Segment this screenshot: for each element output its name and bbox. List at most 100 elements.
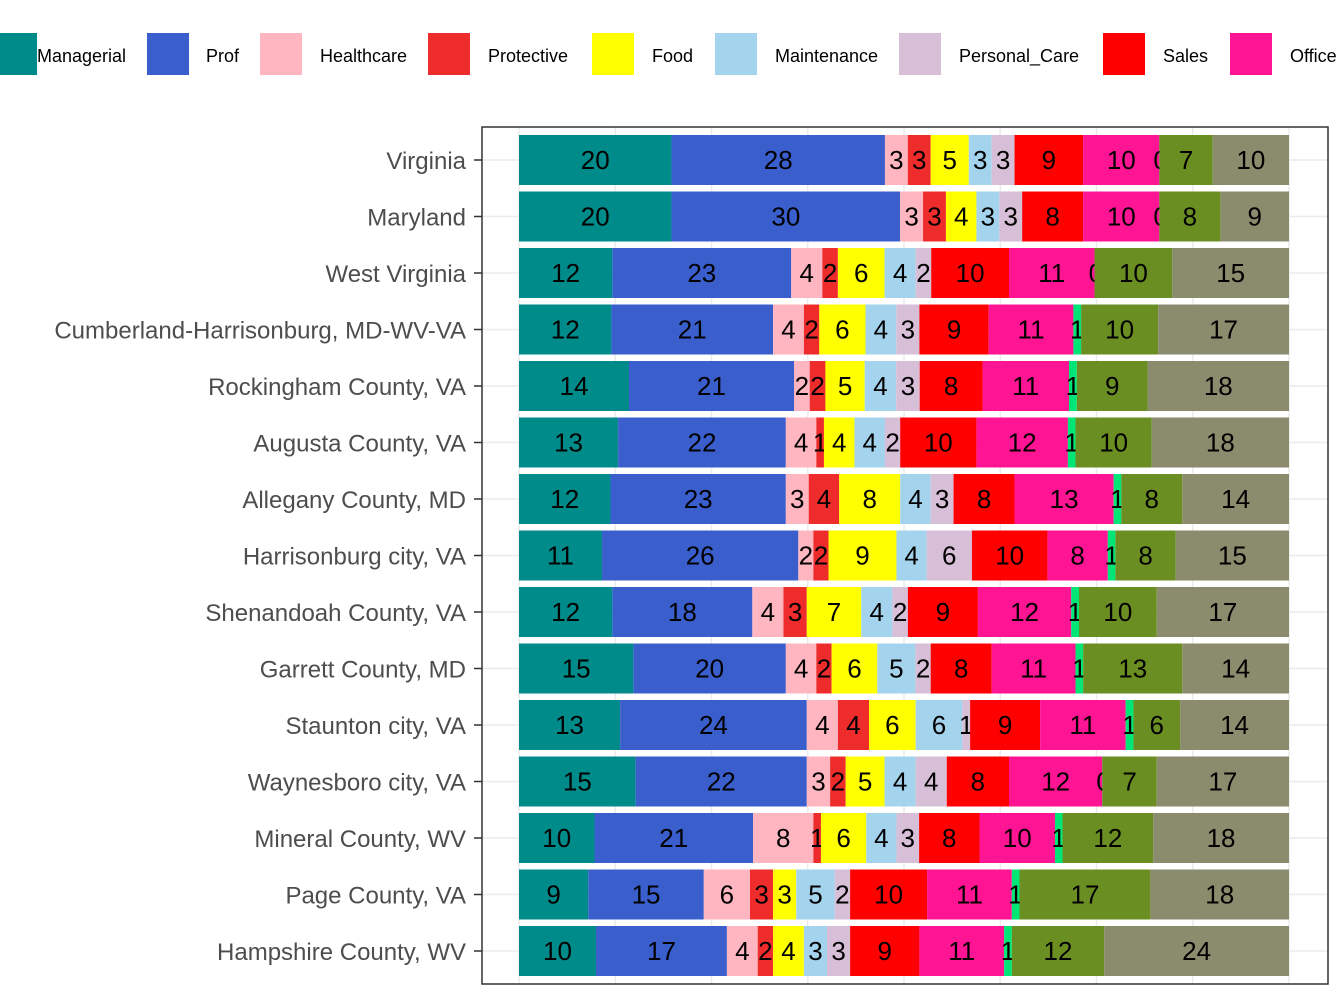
bar-segment <box>798 530 814 581</box>
bar-row: 15 20 4 2 6 5 2 8 11 1 13 14 <box>519 643 1289 694</box>
y-axis: Virginia Maryland West Virginia Cumberland-… <box>54 148 482 966</box>
bar-segment <box>1107 530 1116 581</box>
legend-label: Prof <box>206 46 240 66</box>
bar-segment <box>803 926 827 976</box>
data-label: 12 <box>550 484 579 514</box>
data-label: 14 <box>1220 710 1249 740</box>
bar-segment <box>753 813 814 863</box>
bar-segment <box>1094 248 1173 298</box>
data-label: 3 <box>904 202 918 232</box>
data-label: 2 <box>885 428 899 458</box>
bar-row: 10 17 4 2 4 3 3 9 11 1 12 24 <box>519 926 1289 976</box>
data-label: 15 <box>632 880 661 910</box>
data-label: 10 <box>1003 823 1032 853</box>
bar-segment <box>884 135 908 185</box>
legend-swatch <box>1103 33 1145 75</box>
data-label: 17 <box>647 936 676 966</box>
bar-segment <box>1125 700 1134 750</box>
bar-segment <box>1071 587 1079 637</box>
data-label: 11 <box>948 936 975 966</box>
legend-label: Managerial <box>37 46 126 66</box>
data-label: 20 <box>581 202 610 232</box>
bar-segment <box>968 135 992 185</box>
bar-segment <box>834 869 851 920</box>
data-label: 17 <box>1208 597 1237 627</box>
data-label: 8 <box>1145 484 1159 514</box>
bar-segment <box>1062 813 1154 863</box>
legend-swatch <box>1230 33 1272 75</box>
bar-segment <box>519 530 603 581</box>
data-label: 15 <box>1218 541 1247 571</box>
data-label: 3 <box>811 767 825 797</box>
bar-segment <box>861 587 893 637</box>
data-label: 10 <box>542 823 571 853</box>
bar-segment <box>1182 643 1289 694</box>
data-label: 30 <box>771 202 800 232</box>
data-label: 5 <box>808 880 822 910</box>
bar-segment <box>1159 191 1221 242</box>
bar-segment <box>1159 135 1213 185</box>
data-label: 15 <box>563 767 592 797</box>
data-label: 1 <box>1072 654 1086 684</box>
data-label: 8 <box>944 371 958 401</box>
data-label: 20 <box>581 145 610 175</box>
data-label: 5 <box>889 654 903 684</box>
data-label: 15 <box>1216 258 1245 288</box>
data-label: 10 <box>1105 315 1134 345</box>
bar-segment <box>1147 361 1289 411</box>
bar-segment <box>1180 700 1289 750</box>
data-label: 1 <box>1110 484 1124 514</box>
bar-segment <box>813 530 829 581</box>
bar-segment <box>854 417 885 468</box>
data-label: 2 <box>893 597 907 627</box>
bar-row: 13 24 4 4 6 6 1 9 11 1 6 14 <box>519 700 1289 750</box>
bar-segment <box>1009 248 1095 298</box>
data-label: 4 <box>874 315 888 345</box>
bar-segment <box>1040 700 1126 750</box>
bar-segment <box>1156 756 1289 807</box>
bar-segment <box>884 248 916 298</box>
bar-segment <box>864 361 897 411</box>
data-label: 11 <box>547 541 574 571</box>
data-label: 1 <box>810 823 824 853</box>
bar-segment <box>1075 417 1152 468</box>
data-label: 10 <box>874 880 903 910</box>
data-label: 24 <box>1182 936 1211 966</box>
data-label: 2 <box>810 371 824 401</box>
bar-segment <box>907 587 978 637</box>
legend-item: Sales <box>1103 33 1208 75</box>
data-label: 10 <box>1236 145 1265 175</box>
data-label: 10 <box>1107 145 1136 175</box>
data-label: 1 <box>1104 541 1118 571</box>
bar-segment <box>612 587 753 637</box>
data-label: 3 <box>788 597 802 627</box>
data-label: 4 <box>873 371 887 401</box>
data-label: 5 <box>943 145 957 175</box>
bar-segment <box>819 304 866 355</box>
data-label: 3 <box>1003 202 1017 232</box>
bar-segment <box>1022 191 1084 242</box>
bar-segment <box>1009 756 1103 807</box>
bar-segment <box>923 191 946 242</box>
bar-segment <box>900 191 924 242</box>
bar-segment <box>962 700 971 750</box>
legend-label: Maintenance <box>775 46 878 66</box>
bar-segment <box>1011 869 1020 920</box>
data-label: 3 <box>790 484 804 514</box>
legend-label: Food <box>652 46 693 66</box>
data-label: 2 <box>916 258 930 288</box>
bar-segment <box>1069 361 1077 411</box>
legend-item: Food <box>592 33 693 75</box>
data-label: 6 <box>932 710 946 740</box>
bar-segment <box>809 361 826 411</box>
data-label: 4 <box>817 484 831 514</box>
bar-segment <box>519 700 621 750</box>
data-label: 8 <box>942 823 956 853</box>
data-label: 2 <box>817 654 831 684</box>
bar-segment <box>519 191 672 242</box>
bar-row: 10 21 8 1 6 4 3 8 10 1 12 18 <box>519 813 1289 863</box>
bar-segment <box>796 869 835 920</box>
bar-segment <box>1150 869 1289 920</box>
data-label: 14 <box>1221 484 1250 514</box>
